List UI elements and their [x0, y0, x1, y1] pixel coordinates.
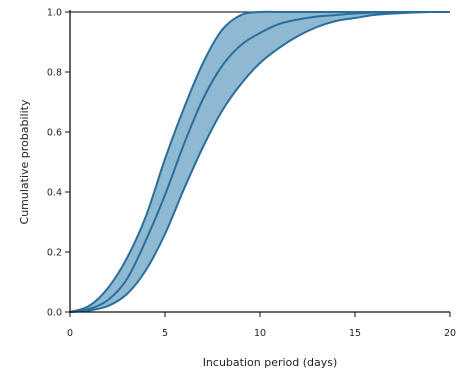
axes: 0.0 0.2 0.4 0.6 0.8 1.0 0 5 10 15 20	[47, 8, 456, 340]
confidence-band	[70, 11, 450, 313]
y-tick-label: 1.0	[47, 8, 62, 19]
y-tick-label: 0.0	[47, 308, 62, 319]
x-tick-label: 5	[162, 328, 168, 339]
y-tick-label: 0.6	[47, 128, 62, 139]
x-axis-title: Incubation period (days)	[203, 356, 338, 369]
plot-area	[69, 10, 451, 313]
y-tick-label: 0.4	[47, 188, 62, 199]
x-tick-label: 20	[444, 328, 456, 339]
series-line-median	[69, 10, 450, 313]
y-tick-label: 0.8	[47, 68, 62, 79]
x-tick-label: 10	[254, 328, 266, 339]
x-tick-label: 15	[349, 328, 361, 339]
x-tick-label: 0	[67, 328, 73, 339]
y-axis-title: Cumulative probability	[18, 99, 31, 224]
y-tick-label: 0.2	[47, 248, 62, 259]
series-line-lower	[69, 10, 451, 313]
